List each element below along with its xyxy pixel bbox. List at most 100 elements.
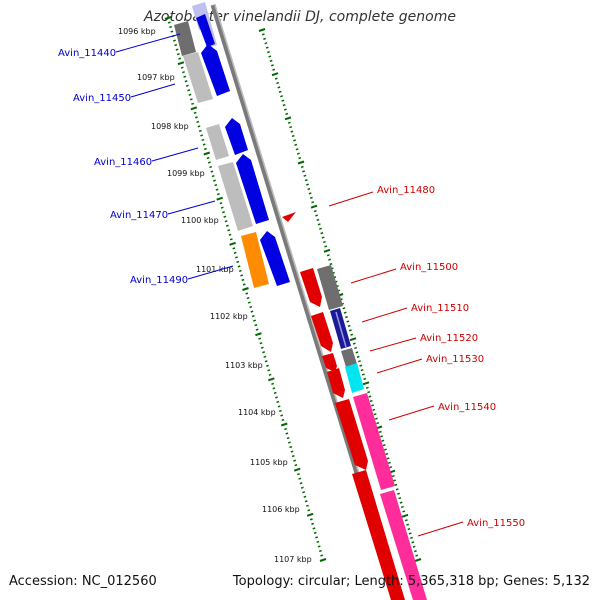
minor-tick [268, 373, 272, 376]
minor-tick [220, 206, 224, 209]
minor-tick [170, 30, 174, 33]
minor-tick [191, 102, 194, 105]
minor-tick [303, 174, 307, 177]
minor-tick [209, 165, 213, 169]
minor-tick [352, 342, 356, 345]
minor-tick [322, 240, 326, 244]
minor-tick [189, 98, 193, 101]
leader-line [376, 358, 423, 374]
minor-tick [412, 545, 416, 548]
leader-line [417, 521, 464, 537]
minor-tick [241, 278, 245, 282]
minor-tick [295, 148, 299, 151]
minor-tick [224, 220, 228, 223]
gene-label: Avin_11450 [73, 93, 131, 104]
gene-cds-avin-11440[interactable] [174, 21, 196, 56]
minor-tick [284, 427, 287, 431]
gene-arrow-avin-11530[interactable] [327, 368, 345, 398]
minor-tick [318, 549, 322, 553]
gene-cds-avin-11500[interactable] [317, 265, 343, 310]
gene-arrow-avin-11480[interactable] [300, 268, 322, 307]
gene-cds-avin-11550[interactable] [380, 490, 427, 600]
minor-tick [276, 81, 280, 85]
gene-cds-avin-11490-orange[interactable] [241, 232, 269, 288]
minor-tick [258, 337, 262, 340]
gene-arrow-avin-11470[interactable] [236, 154, 269, 224]
gene-arrow-avin-11500[interactable] [311, 312, 333, 352]
minor-tick [313, 531, 317, 535]
minor-tick [173, 39, 176, 42]
minor-tick [386, 457, 390, 460]
minor-tick [250, 310, 254, 313]
minor-tick [281, 418, 285, 422]
minor-tick [311, 522, 315, 525]
gene-label: Avin_11440 [58, 48, 116, 59]
minor-tick [407, 527, 411, 531]
minor-tick [311, 201, 315, 204]
minor-tick [169, 25, 173, 29]
gene-cds-avin-11440-gray[interactable] [183, 52, 213, 103]
minor-tick [262, 351, 266, 354]
minor-tick [265, 46, 269, 49]
gene-arrow-avin-11460[interactable] [225, 118, 248, 155]
gene-arrow-blue-1[interactable] [196, 14, 215, 47]
minor-tick [193, 111, 197, 114]
gene-arrow-avin-11450[interactable] [201, 44, 230, 96]
leader-line [350, 268, 397, 284]
gene-cds-avin-11530[interactable] [345, 363, 364, 393]
minor-tick [346, 320, 350, 323]
major-tick [362, 381, 370, 386]
outer-tick-track [164, 16, 327, 562]
gene-cds-avin-11540[interactable] [353, 393, 395, 490]
minor-tick [303, 495, 307, 498]
minor-tick [406, 523, 410, 526]
gene-arrow-avin-11540[interactable] [335, 399, 368, 470]
minor-tick [293, 459, 297, 462]
gene-cds-avin-11470-gray[interactable] [218, 162, 253, 231]
minor-tick [213, 179, 216, 182]
minor-tick [267, 50, 270, 54]
minor-tick [294, 143, 298, 146]
kbp-label: 1104 kbp [238, 408, 276, 417]
minor-tick [188, 93, 192, 96]
minor-tick [298, 156, 302, 160]
major-tick [310, 204, 318, 209]
minor-tick [202, 143, 206, 146]
minor-tick [237, 265, 241, 268]
kbp-label: 1105 kbp [250, 458, 288, 467]
minor-tick [380, 435, 384, 438]
gene-cds-avin-11460-gray[interactable] [206, 124, 229, 160]
minor-tick [182, 71, 185, 74]
minor-tick [206, 156, 210, 160]
gene-arrow-avin-11520[interactable] [322, 353, 337, 372]
minor-tick [397, 492, 400, 495]
minor-tick [296, 152, 300, 155]
kbp-label: 1099 kbp [167, 169, 205, 178]
minor-tick [211, 174, 215, 178]
minor-tick [300, 486, 304, 489]
minor-tick [277, 405, 281, 408]
minor-tick [214, 184, 218, 187]
minor-tick [274, 77, 278, 80]
minor-tick [316, 218, 320, 222]
gene-arrow-avin-11490[interactable] [260, 231, 290, 286]
minor-tick [271, 382, 275, 385]
minor-tick [242, 283, 246, 286]
minor-tick [240, 274, 244, 277]
inner-tick-track [258, 28, 422, 562]
minor-tick [367, 391, 371, 394]
minor-tick [354, 346, 358, 350]
gene-label: Avin_11490 [130, 275, 188, 286]
gene-cds-avin-11520[interactable] [341, 348, 357, 367]
minor-tick [269, 59, 273, 63]
minor-tick [300, 165, 304, 169]
minor-tick [216, 193, 220, 196]
minor-tick [348, 329, 352, 332]
minor-tick [306, 504, 309, 507]
minor-tick [254, 324, 258, 327]
gene-arrow-avin-11550[interactable] [352, 470, 405, 600]
reverse-genes [300, 265, 427, 600]
minor-tick [358, 360, 361, 363]
minor-tick [281, 99, 285, 102]
forward-genes [174, 2, 290, 288]
